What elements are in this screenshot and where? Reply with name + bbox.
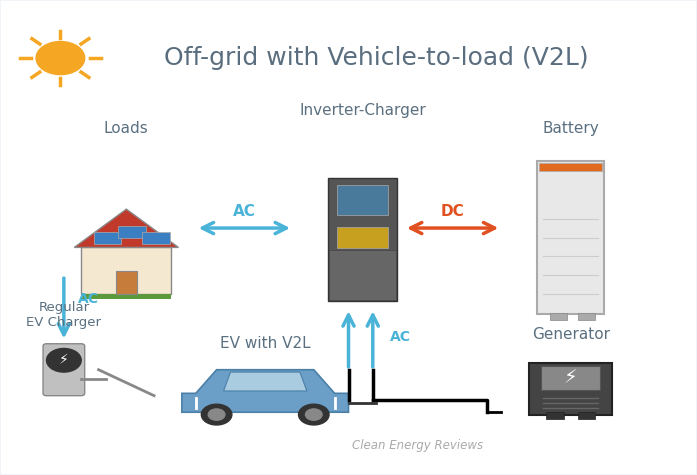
FancyBboxPatch shape xyxy=(337,185,388,215)
FancyBboxPatch shape xyxy=(546,412,564,419)
FancyBboxPatch shape xyxy=(537,161,604,314)
Circle shape xyxy=(201,404,232,425)
Text: Battery: Battery xyxy=(542,122,599,136)
Text: EV with V2L: EV with V2L xyxy=(220,336,310,351)
FancyBboxPatch shape xyxy=(142,232,170,244)
Text: ⚡: ⚡ xyxy=(59,353,69,367)
FancyBboxPatch shape xyxy=(118,226,146,238)
Circle shape xyxy=(36,41,85,75)
Text: AC: AC xyxy=(233,204,256,219)
Text: AC: AC xyxy=(77,292,99,306)
FancyBboxPatch shape xyxy=(578,412,595,419)
FancyBboxPatch shape xyxy=(550,313,567,320)
Polygon shape xyxy=(224,372,307,391)
FancyBboxPatch shape xyxy=(328,179,397,301)
FancyBboxPatch shape xyxy=(337,227,388,248)
FancyBboxPatch shape xyxy=(529,362,612,415)
Text: AC: AC xyxy=(390,330,411,344)
Circle shape xyxy=(298,404,329,425)
FancyBboxPatch shape xyxy=(539,163,602,171)
FancyBboxPatch shape xyxy=(329,250,396,300)
Polygon shape xyxy=(82,294,171,299)
Text: Loads: Loads xyxy=(104,122,148,136)
Polygon shape xyxy=(182,370,348,412)
Text: Off-grid with Vehicle-to-load (V2L): Off-grid with Vehicle-to-load (V2L) xyxy=(164,46,588,70)
Text: DC: DC xyxy=(441,204,464,219)
Circle shape xyxy=(305,409,322,420)
FancyBboxPatch shape xyxy=(93,232,121,244)
FancyBboxPatch shape xyxy=(43,344,85,396)
Text: ⚡: ⚡ xyxy=(564,368,578,387)
Circle shape xyxy=(208,409,225,420)
Text: Generator: Generator xyxy=(532,327,610,342)
Text: Inverter-Charger: Inverter-Charger xyxy=(299,103,426,117)
Polygon shape xyxy=(116,271,137,294)
Text: Regular
EV Charger: Regular EV Charger xyxy=(26,302,101,330)
Text: Clean Energy Reviews: Clean Energy Reviews xyxy=(353,439,484,452)
FancyBboxPatch shape xyxy=(542,366,600,390)
Circle shape xyxy=(47,349,82,372)
FancyBboxPatch shape xyxy=(578,313,595,320)
Polygon shape xyxy=(82,247,171,294)
Polygon shape xyxy=(75,209,178,247)
